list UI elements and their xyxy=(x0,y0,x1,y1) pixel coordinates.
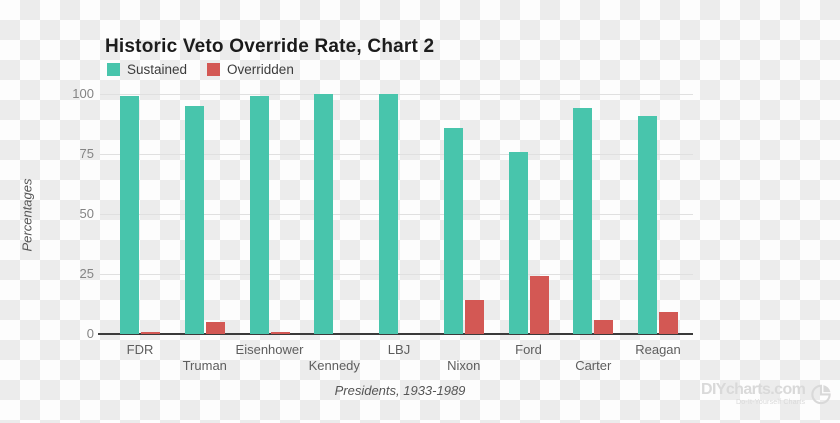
x-tick-label: FDR xyxy=(126,342,154,357)
legend-label: Overridden xyxy=(227,62,294,77)
bar-group xyxy=(120,96,160,334)
x-tick-label: Truman xyxy=(182,358,227,373)
x-tick-label: Carter xyxy=(575,358,612,373)
x-axis-line xyxy=(98,333,693,335)
watermark-brand: DIYcharts.com xyxy=(701,381,806,398)
legend-item: Sustained xyxy=(107,62,187,77)
legend-item: Overridden xyxy=(207,62,294,77)
watermark-text-block: DIYcharts.com Do-It-Yourself Charts xyxy=(701,381,806,406)
legend-swatch xyxy=(207,63,221,76)
watermark: DIYcharts.com Do-It-Yourself Charts xyxy=(701,381,833,411)
bar-group xyxy=(249,96,290,334)
legend-label: Sustained xyxy=(127,62,188,77)
chart-title: Historic Veto Override Rate, Chart 2 xyxy=(105,36,435,57)
x-tick-label: Kennedy xyxy=(308,358,360,373)
x-tick-label: Nixon xyxy=(447,358,481,373)
x-tick-label: LBJ xyxy=(387,342,411,357)
x-tick-label: Ford xyxy=(515,342,542,357)
bar-sustained xyxy=(379,94,398,334)
bar-sustained xyxy=(314,94,334,334)
y-tick-label: 100 xyxy=(72,86,94,101)
bar-group xyxy=(573,108,614,334)
y-tick-label: 0 xyxy=(86,326,94,341)
bar-sustained xyxy=(443,127,463,334)
x-tick-label: Eisenhower xyxy=(235,342,304,357)
bar-overridden xyxy=(141,331,160,334)
x-axis-title: Presidents, 1933-1989 xyxy=(334,383,466,398)
y-axis-title: Percentages xyxy=(19,178,35,252)
bar-sustained xyxy=(120,96,139,334)
bar-sustained xyxy=(573,108,593,334)
bar-group xyxy=(379,94,419,334)
bar-group xyxy=(314,94,354,334)
bar-group xyxy=(443,127,484,334)
y-tick-label: 25 xyxy=(79,266,94,281)
legend-swatch xyxy=(107,63,120,76)
watermark-tagline: Do-It-Yourself Charts xyxy=(735,399,806,406)
y-tick-label: 75 xyxy=(79,146,94,161)
bar-overridden xyxy=(270,331,290,334)
bar-group xyxy=(638,115,678,334)
bar-overridden xyxy=(594,319,614,334)
bar-sustained xyxy=(638,115,657,334)
bar-sustained xyxy=(249,96,269,334)
bar-group xyxy=(184,106,225,334)
x-tick-label: Reagan xyxy=(635,342,681,357)
bar-overridden xyxy=(659,312,678,334)
bar-sustained xyxy=(184,106,204,334)
bar-group xyxy=(508,151,549,334)
legend: Sustained Overridden xyxy=(107,62,294,77)
bar-overridden xyxy=(529,276,549,334)
pie-chart-icon xyxy=(809,382,833,411)
bar-overridden xyxy=(205,322,225,334)
bar-sustained xyxy=(508,151,528,334)
y-tick-label: 50 xyxy=(79,206,94,221)
bar-overridden xyxy=(464,300,484,334)
